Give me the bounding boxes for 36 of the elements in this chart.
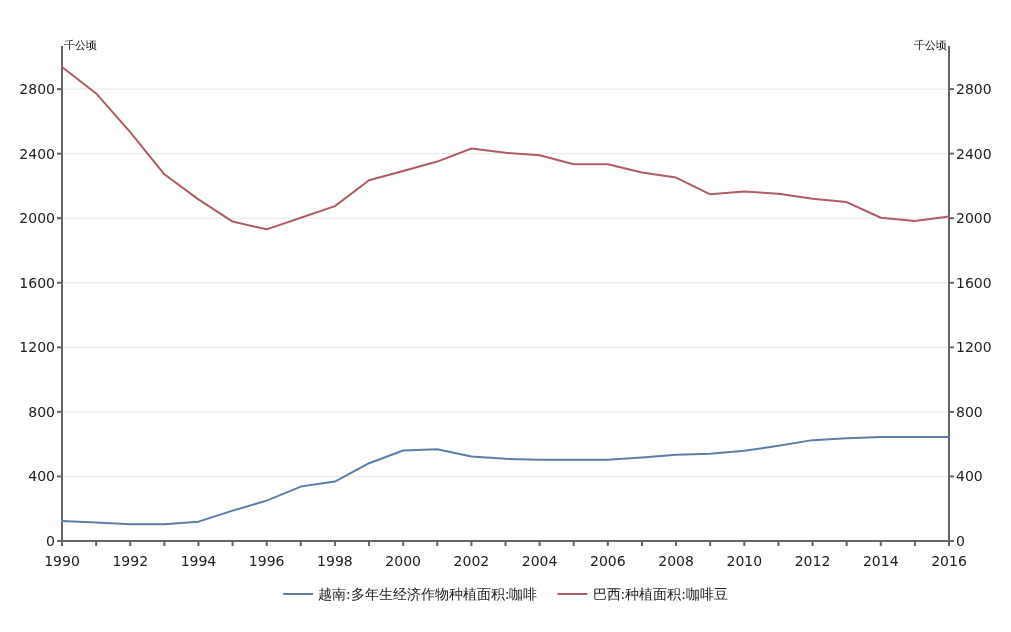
y2-tick-label: 800 (956, 403, 983, 420)
y-axis-title: 千公顷 (64, 39, 97, 52)
y2-tick-label: 1600 (956, 274, 992, 291)
x-tick-label: 2008 (658, 553, 694, 569)
x-tick-label: 1990 (44, 553, 80, 569)
x-tick-label: 1994 (180, 553, 217, 569)
x-tick-label: 2004 (521, 553, 558, 569)
x-tick-label: 1998 (317, 553, 353, 569)
y2-tick-label: 2400 (956, 145, 992, 162)
x-tick-label: 2012 (794, 553, 831, 569)
y2-tick-label: 2000 (956, 210, 992, 227)
y-tick-label: 1200 (19, 339, 55, 356)
legend-label: 越南:多年生经济作物种植面积:咖啡 (318, 586, 538, 602)
x-tick-label: 2014 (862, 553, 899, 569)
x-tick-label: 2000 (385, 553, 421, 569)
y-tick-label: 400 (28, 468, 55, 485)
x-tick-label: 2006 (590, 553, 626, 569)
y-tick-label: 1600 (19, 274, 55, 291)
x-tick-label: 2016 (931, 553, 967, 569)
x-tick-label: 2010 (726, 553, 763, 569)
y2-tick-label: 0 (956, 533, 965, 549)
line-series (61, 65, 950, 231)
x-tick-label: 2002 (453, 553, 490, 569)
x-tick-label: 1996 (248, 553, 285, 569)
line-series (61, 436, 950, 526)
y2-tick-label: 400 (956, 468, 983, 485)
y-tick-label: 2400 (19, 145, 55, 162)
y-tick-label: 2000 (19, 210, 55, 227)
y-tick-label: 0 (46, 533, 55, 549)
y2-axis-title: 千公顷 (914, 39, 947, 52)
y-tick-label: 2800 (19, 81, 55, 98)
y-tick-label: 800 (28, 403, 55, 420)
x-tick-label: 1992 (112, 553, 149, 569)
legend-label: 巴西:种植面积:咖啡豆 (592, 586, 728, 602)
y2-tick-label: 1200 (956, 339, 992, 356)
y2-tick-label: 2800 (956, 81, 992, 98)
